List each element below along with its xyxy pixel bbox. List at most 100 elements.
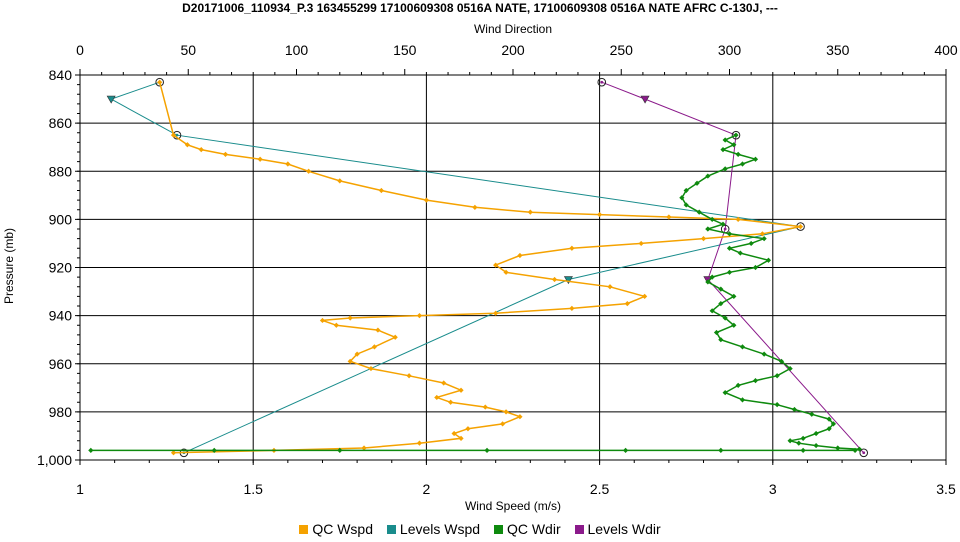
chart-title: D20171006_110934_P.3 163455299 171006093… [182, 1, 778, 15]
data-point-qc-wspd [569, 305, 575, 312]
data-point-qc-wdir [694, 180, 700, 186]
data-point-qc-wspd [700, 236, 707, 242]
data-point-qc-wdir [705, 173, 711, 179]
data-point-qc-wdir [778, 358, 785, 364]
data-point-qc-wdir [337, 447, 343, 453]
data-point-qc-wdir [761, 236, 767, 242]
legend-item-levels-wdir[interactable]: Levels Wdir [574, 521, 661, 537]
data-point-qc-wdir [800, 447, 806, 453]
x-bottom-tick-label: 2 [423, 481, 431, 497]
data-point-qc-wspd [624, 300, 630, 307]
x-top-tick-label: 250 [610, 42, 634, 58]
x-bottom-tick-label: 1 [76, 481, 84, 497]
bottom-axis-label: Wind Speed (m/s) [465, 499, 561, 513]
data-point-qc-wdir [752, 377, 759, 384]
data-point-qc-wdir [735, 151, 741, 158]
data-point-qc-wdir [705, 279, 711, 285]
data-point-qc-wspd [257, 156, 263, 162]
legend-item-levels-wspd[interactable]: Levels Wspd [386, 521, 481, 537]
data-point-qc-wspd [285, 161, 291, 167]
data-point-qc-wdir [731, 142, 737, 148]
data-point-qc-wspd [666, 214, 672, 220]
data-point-qc-wdir [835, 445, 841, 451]
y-tick-label: 860 [49, 115, 73, 131]
data-point-qc-wspd [170, 450, 177, 456]
series-line-levels-wdir [601, 81, 865, 454]
data-point-qc-wdir [813, 442, 819, 449]
x-bottom-tick-label: 1.5 [243, 481, 263, 497]
data-point-qc-wdir [720, 221, 726, 227]
data-point-qc-wdir [211, 447, 217, 453]
data-point-qc-wspd [392, 334, 398, 340]
level-marker-center-levels-wdir [600, 80, 604, 84]
data-point-qc-wspd [551, 276, 558, 283]
data-point-qc-wspd [333, 322, 339, 328]
y-tick-label: 880 [49, 163, 73, 179]
data-point-qc-wdir [683, 187, 689, 194]
data-point-qc-wdir [800, 435, 806, 441]
data-point-qc-wspd [306, 168, 312, 174]
x-top-tick-label: 100 [285, 42, 309, 58]
level-marker-levels-wspd [155, 77, 164, 87]
level-marker-levels-wspd [106, 95, 116, 104]
data-point-qc-wdir [748, 240, 754, 247]
data-point-qc-wdir [813, 430, 819, 437]
x-bottom-tick-label: 3 [769, 481, 777, 497]
data-point-qc-wspd [482, 404, 488, 410]
data-point-qc-wspd [465, 426, 471, 432]
data-point-qc-wdir [722, 137, 728, 143]
data-point-qc-wdir [739, 161, 746, 167]
data-point-qc-wspd [642, 293, 648, 299]
x-top-tick-label: 150 [393, 42, 417, 58]
data-point-qc-wdir [88, 447, 94, 453]
data-point-qc-wdir [718, 337, 724, 343]
data-point-qc-wspd [458, 435, 464, 441]
data-point-qc-wspd [375, 327, 381, 333]
data-point-qc-wdir [791, 406, 798, 413]
legend-item-qc-wspd[interactable]: QC Wspd [299, 521, 373, 537]
legend-swatch-qc-wdir [493, 525, 503, 534]
data-point-qc-wdir [713, 329, 720, 336]
legend-item-qc-wdir[interactable]: QC Wdir [493, 521, 561, 537]
data-point-qc-wdir [731, 322, 737, 328]
data-point-qc-wdir [787, 438, 793, 444]
data-point-qc-wdir [761, 351, 767, 357]
y-tick-label: 840 [49, 67, 73, 83]
legend: QC Wspd Levels Wspd QC Wdir Levels Wdir [0, 521, 960, 537]
data-point-qc-wspd [638, 240, 644, 247]
data-point-qc-wdir [765, 257, 772, 263]
data-point-qc-wspd [493, 262, 499, 268]
data-point-qc-wdir [826, 416, 832, 422]
data-point-qc-wspd [458, 387, 464, 393]
x-top-tick-label: 200 [501, 42, 525, 58]
data-point-qc-wspd [347, 315, 353, 321]
data-point-qc-wdir [484, 447, 490, 453]
level-marker-levels-wspd [563, 276, 573, 285]
legend-swatch-qc-wspd [299, 525, 309, 534]
data-point-qc-wdir [739, 397, 746, 403]
x-bottom-tick-label: 2.5 [590, 481, 610, 497]
top-axis-label: Wind Direction [474, 22, 552, 36]
x-top-tick-label: 350 [826, 42, 850, 58]
data-point-qc-wdir [709, 216, 715, 222]
data-point-qc-wspd [378, 187, 384, 194]
data-point-qc-wdir [722, 315, 728, 321]
data-point-qc-wspd [448, 399, 454, 405]
data-point-qc-wspd [416, 313, 423, 319]
level-marker-center-levels-wspd [175, 133, 179, 137]
data-point-qc-wspd [735, 216, 741, 222]
data-point-qc-wdir [731, 293, 737, 299]
data-point-qc-wdir [726, 269, 733, 275]
legend-label-levels-wspd: Levels Wspd [399, 521, 481, 537]
legend-label-qc-wdir: QC Wdir [506, 521, 561, 537]
x-top-tick-label: 300 [718, 42, 742, 58]
data-point-qc-wdir [735, 382, 741, 389]
data-point-qc-wspd [361, 445, 367, 451]
data-point-qc-wdir [774, 402, 780, 408]
level-marker-levels-wdir [731, 130, 741, 140]
y-axis-label: Pressure (mb) [2, 228, 16, 304]
y-tick-label: 940 [49, 308, 73, 324]
data-point-qc-wdir [852, 447, 858, 453]
